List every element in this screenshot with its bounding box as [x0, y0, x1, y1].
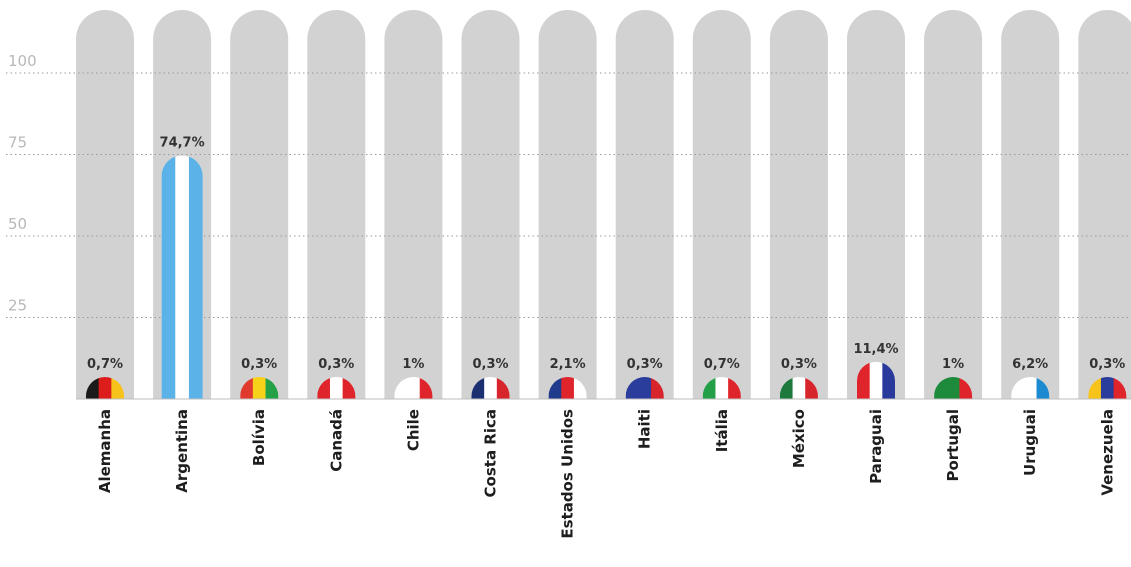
bar-stripe [869, 361, 883, 399]
bar-stripe [946, 377, 960, 399]
bar-stripe [715, 377, 729, 399]
background-column [461, 9, 520, 399]
value-label: 0,3% [318, 357, 354, 372]
bar-stripe [1100, 377, 1115, 399]
background-column [307, 9, 366, 399]
background-column [692, 9, 751, 399]
value-label: 1% [942, 357, 964, 372]
data-bars [76, 155, 1131, 400]
category-label: Itália [713, 409, 731, 452]
bar-stripe [638, 377, 652, 399]
bar-stripe [161, 155, 176, 399]
category-labels: Alemanha Argentina Bolívia Canadá Chile Costa… [96, 409, 1116, 539]
category-label: Costa Rica [482, 409, 500, 497]
background-columns [76, 9, 1131, 399]
value-label: 74,7% [160, 135, 205, 150]
category-label: Haiti [636, 409, 654, 449]
background-column [615, 9, 674, 399]
category-label: Venezuela [1098, 409, 1116, 496]
background-column [1001, 10, 1060, 399]
y-tick-label: 100 [8, 52, 37, 70]
value-label: 0,3% [472, 357, 508, 372]
background-column [384, 9, 443, 399]
value-label: 0,7% [87, 357, 123, 372]
background-column [847, 10, 905, 399]
bar-stripe [561, 377, 575, 399]
y-tick-label: 25 [8, 297, 27, 315]
category-label: Argentina [173, 409, 191, 493]
category-label: Uruguai [1021, 409, 1039, 476]
value-labels: 0,7% 74,7% 0,3% 0,3% 1% 0,3% 2,1% 0,3% 0,7% 0,3% 1… [87, 135, 1125, 372]
y-tick-label: 75 [8, 134, 27, 152]
bar-stripe [1023, 377, 1038, 399]
value-label: 1% [402, 357, 424, 372]
value-label: 0,3% [241, 357, 277, 372]
bar-stripe [188, 155, 203, 399]
value-label: 2,1% [550, 357, 586, 372]
category-label: Portugal [944, 409, 962, 482]
bar [161, 155, 203, 399]
bar-stripe [329, 377, 344, 399]
y-axis-ticks: 25 50 75 100 [8, 52, 37, 315]
grid-lines [6, 72, 1131, 318]
background-column [230, 9, 289, 399]
category-label: Paraguai [867, 409, 885, 484]
bar-stripe [882, 361, 895, 399]
bar-stripe [407, 377, 421, 399]
category-label: Chile [404, 409, 422, 451]
bar-stripe [98, 377, 112, 399]
category-label: Alemanha [96, 409, 114, 493]
background-column [76, 10, 134, 399]
background-column [1078, 10, 1131, 399]
bar-stripe [792, 377, 806, 399]
category-label: Estados Unidos [559, 409, 577, 539]
value-label: 6,2% [1012, 357, 1048, 372]
background-column [924, 9, 983, 399]
bar-stripe [252, 377, 267, 399]
bar-stripe [857, 361, 871, 399]
y-tick-label: 50 [8, 215, 27, 233]
value-label: 0,7% [704, 357, 740, 372]
category-label: Bolívia [250, 409, 268, 466]
background-column [538, 9, 597, 399]
bar-stripe [175, 155, 190, 399]
bar [857, 361, 895, 399]
value-label: 11,4% [853, 342, 898, 357]
background-column [769, 9, 828, 399]
bar-stripe [484, 377, 498, 399]
value-label: 0,3% [1089, 357, 1125, 372]
category-label: México [790, 409, 808, 468]
category-label: Canadá [327, 409, 345, 472]
value-label: 0,3% [627, 357, 663, 372]
value-label: 0,3% [781, 357, 817, 372]
